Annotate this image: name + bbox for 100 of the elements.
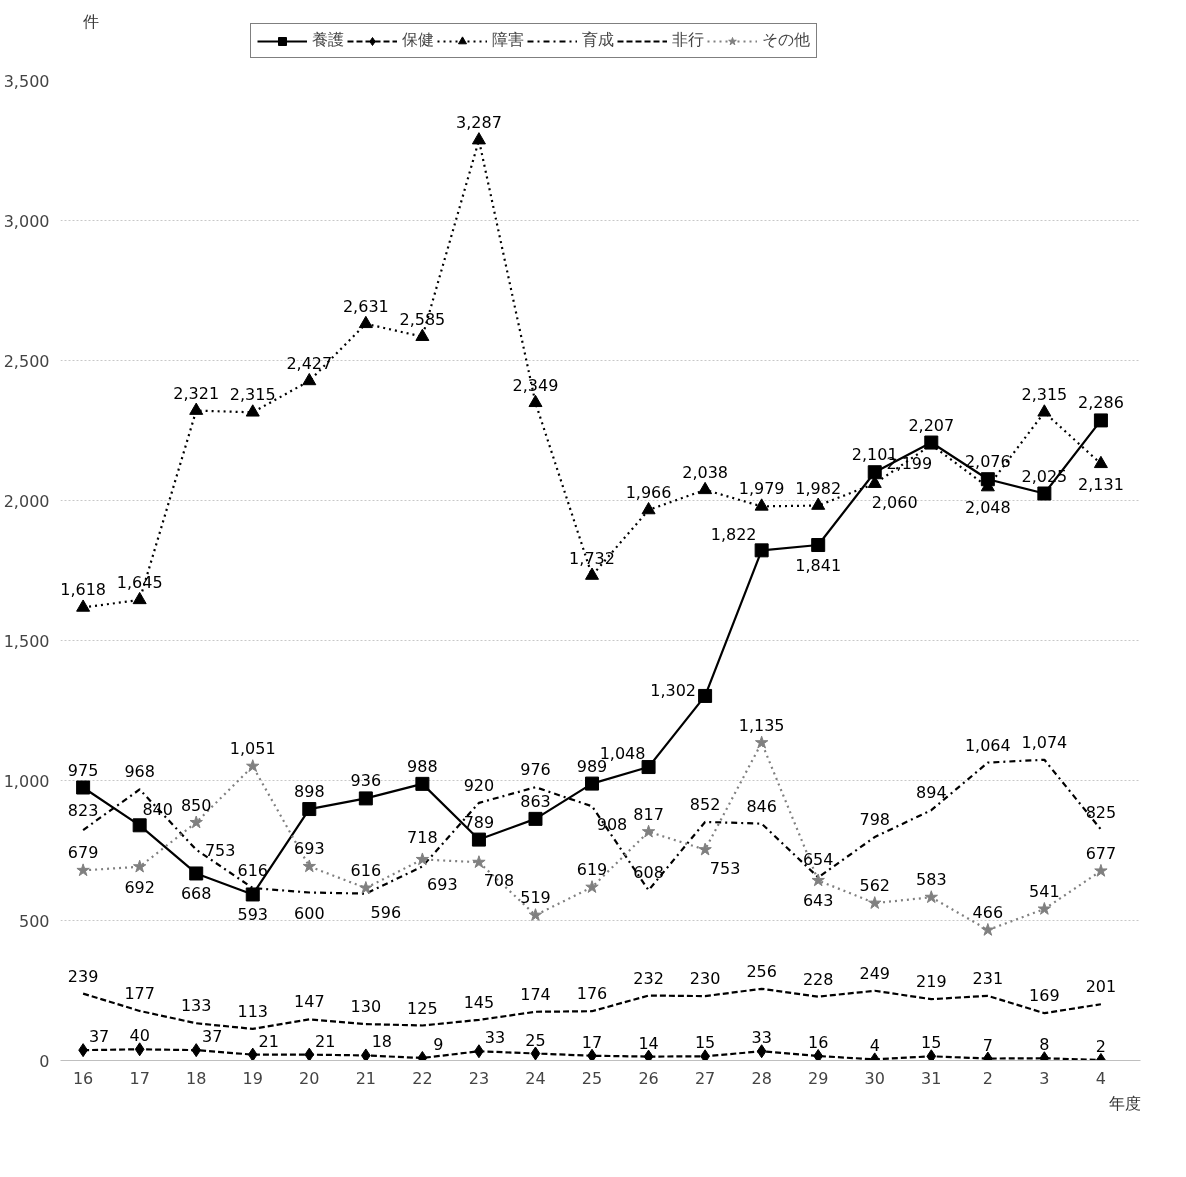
data-label: 2,631 <box>342 296 389 316</box>
data-label: 256 <box>746 961 777 981</box>
x-tick-label: 30 <box>864 1068 885 1088</box>
x-tick-label: 26 <box>638 1068 659 1088</box>
data-label: 562 <box>859 876 891 896</box>
data-label: 33 <box>484 1028 506 1048</box>
legend-label: その他 <box>762 30 810 51</box>
data-label: 840 <box>142 800 173 820</box>
data-label: 1,732 <box>569 548 615 568</box>
text: 件 <box>82 11 99 31</box>
data-label: 145 <box>463 992 495 1012</box>
data-label: 789 <box>463 812 495 832</box>
point <box>132 818 147 833</box>
data-label: 616 <box>350 861 382 881</box>
point <box>415 776 430 791</box>
data-label: 8 <box>1039 1035 1050 1055</box>
data-label: 2,207 <box>908 415 955 435</box>
data-label: 1,982 <box>795 478 842 498</box>
data-label: 817 <box>633 804 664 824</box>
data-label: 798 <box>859 810 891 830</box>
data-label: 231 <box>972 968 1004 988</box>
point <box>1037 902 1052 915</box>
point <box>698 688 713 703</box>
data-label: 668 <box>180 884 212 904</box>
data-label: 850 <box>180 795 212 815</box>
point <box>700 1049 710 1061</box>
data-label: 2,315 <box>1021 385 1068 405</box>
y-tick-label: 500 <box>18 911 50 931</box>
data-label: 15 <box>921 1033 942 1053</box>
data-label: 975 <box>67 760 99 780</box>
point <box>76 780 91 795</box>
data-label: 823 <box>67 801 99 821</box>
y-tick-label: 1,500 <box>3 631 50 651</box>
point <box>528 394 543 408</box>
data-label: 1,064 <box>964 735 1011 755</box>
point <box>585 776 600 791</box>
point <box>134 1042 145 1057</box>
point <box>245 404 260 417</box>
data-label: 2,585 <box>399 309 446 329</box>
x-tick-label: 4 <box>1095 1068 1107 1088</box>
data-label: 3,287 <box>456 113 502 133</box>
x-tick-label: 29 <box>808 1068 829 1088</box>
point <box>528 811 543 826</box>
point <box>641 760 656 775</box>
point <box>813 1049 824 1061</box>
x-tick-label: 16 <box>72 1068 94 1088</box>
point <box>811 873 825 887</box>
data-label: 988 <box>407 756 438 776</box>
data-label: 133 <box>180 996 212 1016</box>
point <box>132 591 147 605</box>
data-label: 654 <box>802 850 834 870</box>
data-label: 541 <box>1029 882 1060 902</box>
point <box>585 880 599 893</box>
point <box>132 859 147 873</box>
data-label: 2,060 <box>871 492 918 512</box>
data-label: 968 <box>124 762 155 782</box>
point <box>698 481 713 495</box>
x-tick-label: 20 <box>299 1068 320 1088</box>
x-tick-label: 27 <box>694 1068 716 1088</box>
point <box>981 923 995 936</box>
data-label: 619 <box>576 860 608 880</box>
data-label: 1,979 <box>738 479 785 499</box>
data-label: 920 <box>463 775 495 795</box>
legend-label: 障害 <box>492 30 524 51</box>
point <box>76 863 90 877</box>
point <box>585 567 600 580</box>
point <box>471 132 486 145</box>
point <box>867 465 882 480</box>
point <box>924 890 938 904</box>
data-label: 1,135 <box>738 715 785 735</box>
x-tick-label: 28 <box>751 1068 772 1088</box>
data-label: 1,966 <box>625 483 672 503</box>
data-label: 219 <box>916 972 947 992</box>
point <box>587 1048 597 1061</box>
data-label: 593 <box>237 905 269 925</box>
point <box>415 328 430 341</box>
data-label: 169 <box>1029 986 1060 1006</box>
point <box>359 881 373 894</box>
point <box>189 866 204 881</box>
x-tick-label: 23 <box>468 1068 490 1088</box>
x-tick-label: 19 <box>242 1068 263 1088</box>
data-label: 15 <box>694 1033 716 1053</box>
data-label: 201 <box>1085 977 1117 997</box>
data-label: 2,349 <box>512 375 559 395</box>
point <box>189 815 203 829</box>
data-label: 177 <box>124 983 155 1003</box>
data-label: 2,427 <box>286 353 333 373</box>
point <box>698 842 712 856</box>
point <box>641 824 656 838</box>
data-label: 232 <box>633 968 664 988</box>
point <box>926 1049 937 1061</box>
y-tick-label: 0 <box>39 1051 50 1071</box>
point <box>1037 404 1052 417</box>
data-label: 936 <box>350 771 382 791</box>
data-label: 519 <box>520 888 551 908</box>
data-label: 230 <box>689 969 721 989</box>
data-label: 1,841 <box>795 556 842 576</box>
point <box>471 832 486 847</box>
x-tick-label: 17 <box>129 1068 150 1088</box>
data-label: 692 <box>124 877 155 897</box>
